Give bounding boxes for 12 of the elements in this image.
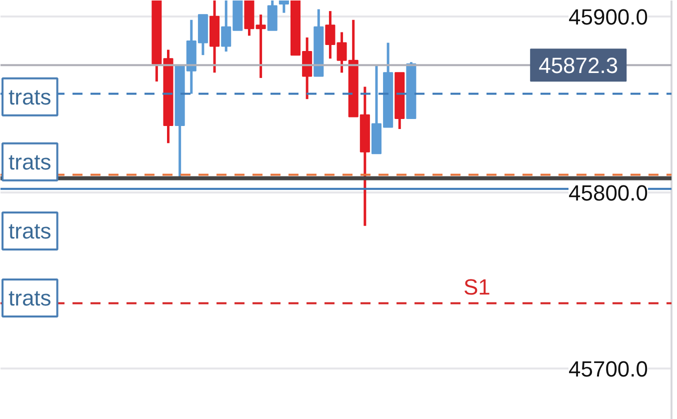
candlestick bbox=[325, 10, 336, 60]
candlestick bbox=[278, 0, 289, 14]
annotation: trats bbox=[8, 84, 52, 110]
annotation: trats bbox=[8, 285, 52, 310]
annotation: trats bbox=[8, 149, 52, 174]
ref-line-label: S1 bbox=[463, 274, 490, 300]
y-tick-label: 45700.0 bbox=[568, 356, 648, 382]
ref-line-label: 45872.3 bbox=[538, 53, 618, 78]
candlestick bbox=[256, 13, 266, 80]
y-tick-label: 45900.0 bbox=[568, 4, 648, 30]
annotation: trats bbox=[8, 218, 52, 244]
y-tick-label: 45800.0 bbox=[568, 180, 648, 206]
